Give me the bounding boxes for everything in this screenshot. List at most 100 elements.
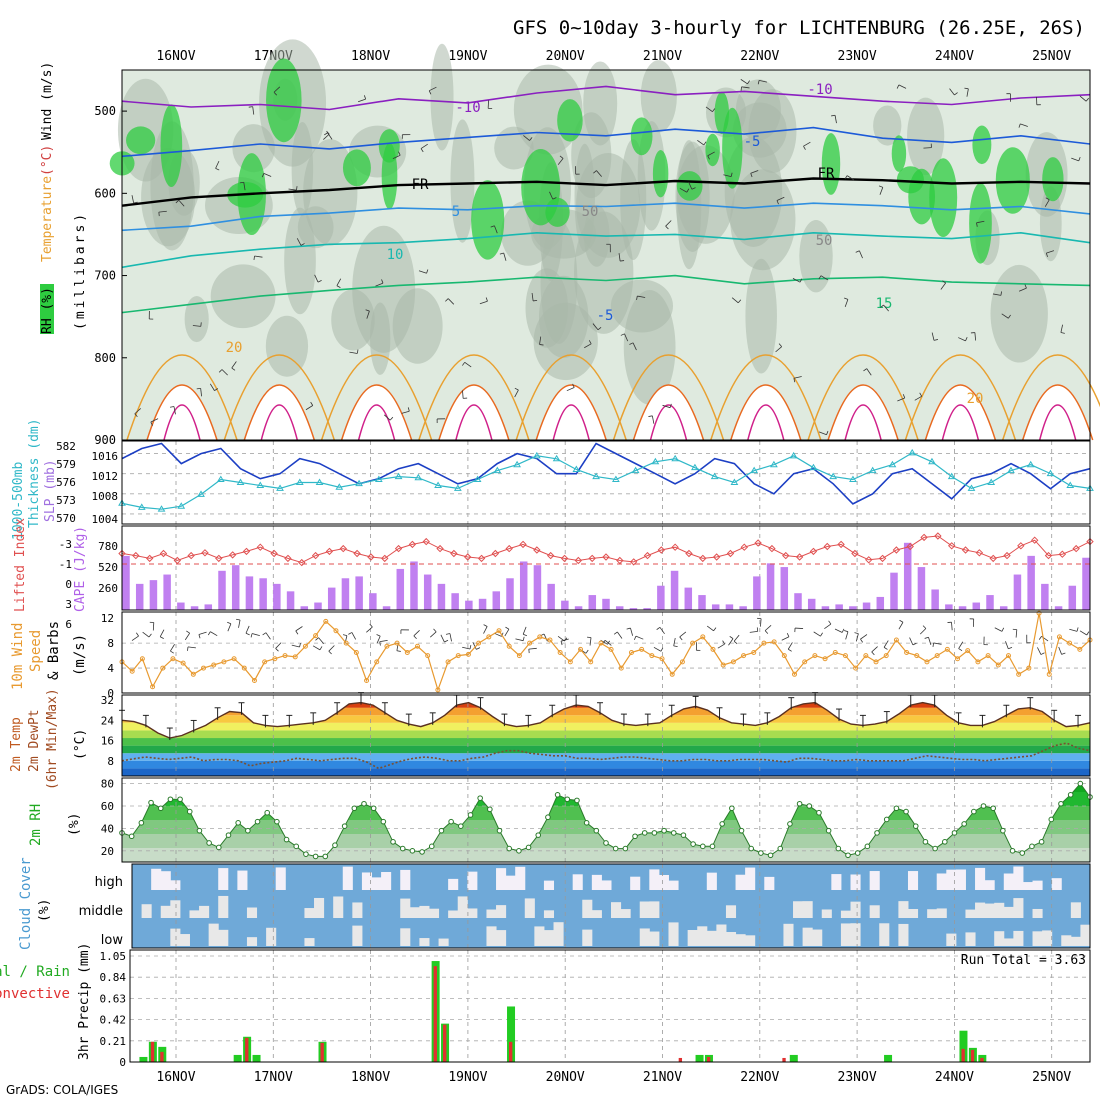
- wind-barb-flag: [733, 640, 738, 645]
- cloud-level-label: middle: [79, 904, 123, 919]
- rh-marker: [235, 820, 241, 826]
- cloud-cell: [630, 876, 641, 890]
- wind-speed-marker: [914, 653, 920, 659]
- wind-barb-flag: [844, 630, 849, 633]
- rh-marker: [758, 850, 764, 856]
- cape-bar: [122, 555, 130, 610]
- wind-barb-flag: [818, 275, 822, 280]
- thickness-marker: [513, 460, 521, 468]
- wind-barb-flag: [593, 170, 597, 174]
- rh-marker: [487, 806, 493, 813]
- wind-speed-marker: [333, 628, 339, 634]
- wind-barb-flag: [369, 623, 373, 628]
- li-marker: [242, 547, 251, 556]
- isotherm-line: [121, 126, 1091, 158]
- wind-barb: [834, 628, 843, 633]
- wind-barb: [462, 390, 464, 399]
- wind-barb: [366, 310, 370, 319]
- wind-barb-flag: [656, 626, 661, 630]
- chart-title: GFS 0~10day 3-hourly for LICHTENBURG (26…: [513, 17, 1085, 39]
- wind-speed-marker: [588, 659, 594, 665]
- wind-barb: [1020, 123, 1028, 127]
- rh-marker: [1019, 850, 1026, 856]
- wind-speed-marker: [476, 640, 482, 646]
- wind-barb-flag: [660, 647, 664, 652]
- wind-barb-flag: [198, 634, 201, 639]
- bottom-day-label: 21NOV: [643, 1070, 682, 1085]
- wind-barb-flag: [793, 378, 796, 383]
- wind-barb: [1018, 287, 1027, 292]
- wind-barb: [914, 395, 922, 401]
- cloud-cell: [179, 934, 190, 946]
- thickness-marker: [730, 478, 739, 485]
- li-marker: [768, 544, 776, 553]
- wind-barb-flag: [426, 269, 429, 274]
- top-day-label: 22NOV: [740, 49, 779, 64]
- wind-barb: [775, 346, 782, 353]
- wind-barb-flag: [572, 383, 575, 388]
- li-marker: [726, 549, 735, 558]
- wind-barb-flag: [1060, 332, 1065, 334]
- li-marker: [408, 540, 417, 549]
- li-marker: [1003, 551, 1011, 560]
- cloud-cell: [582, 929, 593, 946]
- li-tick: 6: [65, 618, 72, 631]
- wind-barb-flag: [679, 636, 683, 641]
- rh-humid-area: [370, 302, 391, 375]
- thickness-marker: [1026, 460, 1035, 468]
- rh-marker: [942, 839, 948, 845]
- rh-marker: [990, 805, 997, 812]
- isotherm-30: [552, 404, 590, 441]
- rh-saturated-area: [929, 158, 958, 238]
- cloud-cell: [735, 874, 746, 890]
- cape-bar: [177, 602, 185, 610]
- wind-speed-marker: [384, 643, 390, 649]
- li-marker: [809, 547, 818, 556]
- wind-barb-flag: [396, 650, 401, 652]
- cape-bar: [602, 598, 610, 610]
- li-marker: [934, 532, 942, 540]
- temp-bands: [122, 702, 1090, 776]
- wind-barb-flag: [476, 647, 481, 650]
- li-marker: [284, 554, 292, 563]
- rh-marker: [951, 830, 958, 836]
- rh-marker: [148, 799, 154, 806]
- panels-layer: 16NOV16NOV17NOV17NOV18NOV18NOV19NOV19NOV…: [0, 39, 1100, 1085]
- cape-bar: [1054, 606, 1063, 610]
- wind-barb: [1060, 324, 1063, 333]
- cloud-cell: [1013, 866, 1024, 890]
- cloud-cell: [553, 922, 564, 946]
- cape-bar: [300, 606, 309, 610]
- rh-marker: [980, 803, 987, 809]
- wind-barb: [215, 160, 220, 169]
- cape-bar: [465, 600, 473, 610]
- rh-humid-area: [1039, 186, 1062, 262]
- cape-bar: [423, 574, 432, 610]
- thickness-frame: [121, 440, 1091, 525]
- wind-barb-flag: [648, 415, 653, 417]
- wind-barb: [635, 635, 644, 640]
- wind-speed-marker: [455, 653, 461, 659]
- wind-speed-marker: [720, 662, 726, 668]
- li-marker: [602, 553, 610, 561]
- cape-bar: [1068, 585, 1077, 610]
- wind-barb-flag: [844, 297, 849, 300]
- li-marker: [339, 544, 347, 553]
- precip-total-bar: [959, 1030, 968, 1062]
- rh-marker: [1038, 839, 1045, 845]
- wind-barb-flag: [170, 650, 174, 654]
- wind-barb-flag: [757, 80, 760, 85]
- rh-humid-area: [430, 43, 454, 151]
- wind-barb: [596, 170, 602, 177]
- wind-barb: [479, 300, 488, 305]
- cloud-cell: [879, 923, 890, 946]
- cloud-cell: [400, 869, 411, 890]
- thickness-marker: [750, 466, 759, 474]
- wind-speed-marker: [323, 618, 329, 624]
- cape-bar: [629, 608, 638, 610]
- rh-saturated-area: [342, 149, 371, 187]
- wind-speed-marker: [771, 639, 777, 645]
- temp-tick: 24: [101, 714, 115, 727]
- wind-barb: [653, 646, 662, 652]
